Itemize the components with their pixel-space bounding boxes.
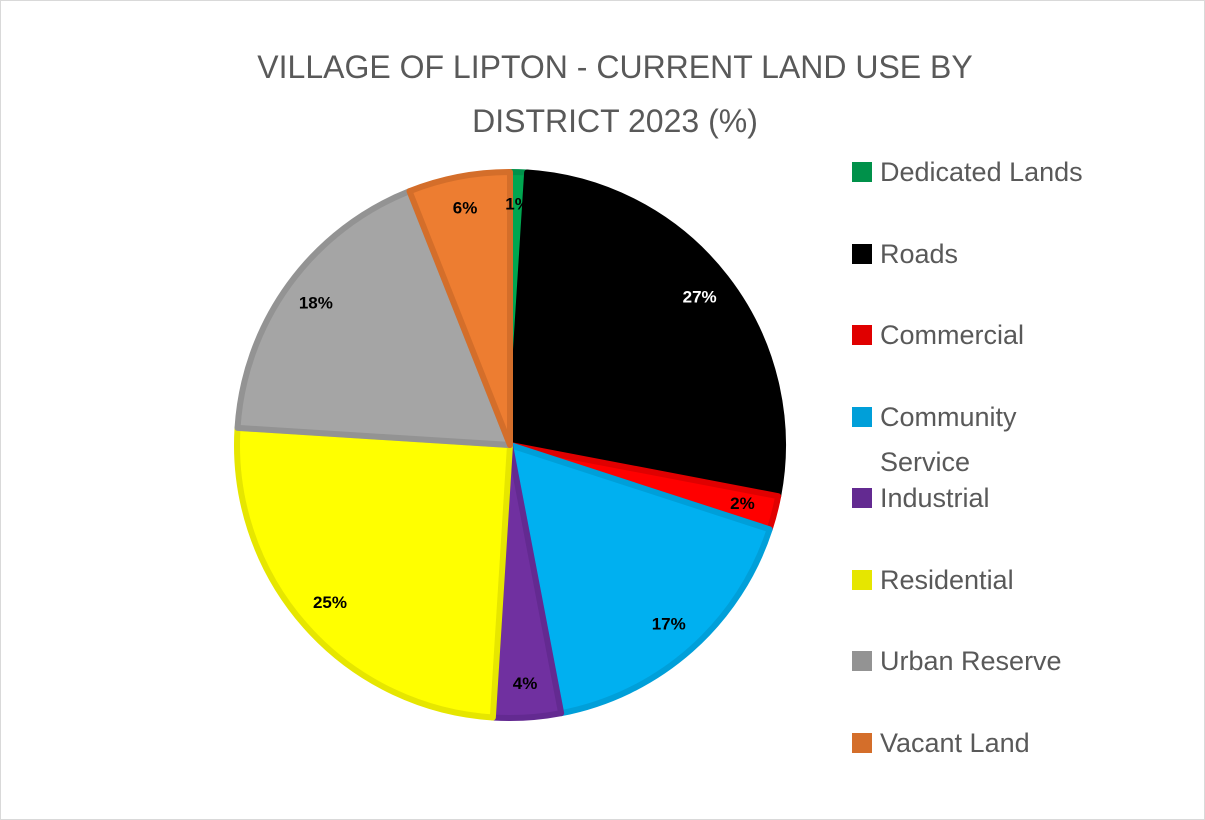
legend-item: Roads bbox=[852, 232, 1098, 277]
legend-label: Commercial bbox=[880, 320, 1025, 350]
legend-label: Industrial bbox=[880, 483, 990, 513]
legend-swatch bbox=[852, 406, 872, 427]
legend-swatch bbox=[852, 162, 872, 182]
data-label: 17% bbox=[652, 615, 686, 634]
pie-slice bbox=[234, 424, 513, 721]
legend-item: Residential bbox=[852, 558, 1098, 603]
legend-label: Residential bbox=[880, 564, 1014, 595]
legend-swatch bbox=[852, 651, 872, 671]
legend-swatch bbox=[852, 243, 872, 264]
data-label: 18% bbox=[299, 293, 333, 312]
data-label: 1% bbox=[505, 195, 530, 214]
legend-item: Urban Reserve bbox=[852, 639, 1098, 684]
legend-item: Industrial bbox=[852, 476, 1098, 521]
data-label: 6% bbox=[453, 199, 478, 218]
legend-item: Vacant Land bbox=[852, 721, 1098, 766]
pie-slice bbox=[234, 188, 513, 448]
legend-item: Dedicated Lands bbox=[852, 150, 1098, 195]
legend-item: Commercial bbox=[852, 313, 1098, 358]
pie-slice bbox=[406, 169, 513, 448]
data-label: 4% bbox=[513, 674, 538, 693]
data-label: 27% bbox=[683, 287, 717, 306]
pie-chart: 1% 27% 2% 17% 4% 25% 18% 6% bbox=[234, 169, 786, 721]
data-label: 25% bbox=[313, 593, 347, 612]
pie-slice bbox=[507, 169, 786, 500]
legend-swatch bbox=[852, 732, 872, 753]
legend-label: Roads bbox=[880, 238, 959, 269]
chart-title: VILLAGE OF LIPTON - CURRENT LAND USE BY … bbox=[257, 49, 973, 139]
legend-label: Vacant Land bbox=[880, 727, 1030, 758]
legend-label: Community Service bbox=[880, 401, 1017, 477]
legend-item: Community Service bbox=[852, 395, 1098, 485]
legend-swatch bbox=[852, 569, 872, 590]
legend-label: Dedicated Lands bbox=[880, 157, 1083, 187]
legend-swatch bbox=[852, 488, 872, 508]
legend-swatch bbox=[852, 325, 872, 345]
legend-label: Urban Reserve bbox=[880, 646, 1062, 676]
data-label: 2% bbox=[730, 494, 755, 513]
pie-slice bbox=[507, 442, 773, 717]
